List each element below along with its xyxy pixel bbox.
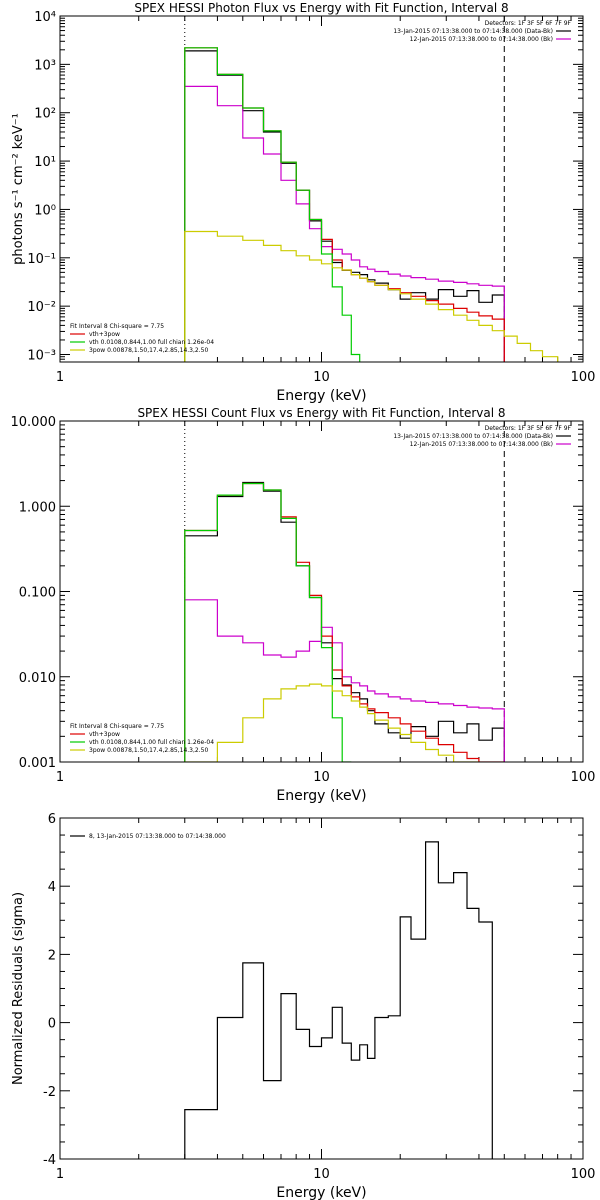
legend-label: 8, 13-Jan-2015 07:13:38.000 to 07:14:38.…	[89, 833, 226, 840]
series-line-4	[184, 47, 361, 362]
y-tick-label: 10.000	[11, 415, 57, 430]
y-tick-label: 0	[48, 1017, 56, 1032]
x-tick-label: 1	[56, 1167, 64, 1182]
series-group	[184, 481, 505, 762]
x-tick-label: 10	[313, 1167, 330, 1182]
y-tick-label: 2	[48, 948, 56, 963]
plot-frame	[59, 817, 584, 1160]
y-axis: 10⁻³ 10⁻² 10⁻¹ 10⁰ 10¹ 10² 10³ 10⁴	[27, 10, 583, 364]
series-line-2	[184, 85, 505, 362]
x-tick-label: 1	[56, 370, 64, 385]
x-tick-label: 1	[56, 770, 64, 785]
y-tick-label: 10⁻²	[27, 300, 56, 315]
legend-label: vth+3pow	[89, 731, 120, 738]
y-axis: 0.001 0.010 0.100 1.000 10.000	[11, 415, 583, 771]
y-tick-label: 4	[48, 880, 56, 895]
y-tick-label: 6	[48, 812, 56, 827]
series-group	[184, 841, 493, 1159]
chart-title: SPEX HESSI Count Flux vs Energy with Fit…	[137, 406, 505, 420]
x-axis-label: Energy (keV)	[276, 788, 366, 804]
legend-label: vth 0.0108,0.844,1.00 full chian 1.26e-0…	[89, 739, 214, 746]
x-axis-label: Energy (keV)	[276, 388, 366, 404]
legend-label: Fit Interval 8 Chi-square = 7.75	[70, 723, 164, 730]
x-tick-label: 10	[313, 370, 330, 385]
y-tick-label: 0.010	[19, 671, 56, 686]
x-axis: 1 10 100	[56, 818, 596, 1182]
y-tick-label: 10⁰	[34, 203, 56, 218]
x-tick-label: 100	[571, 370, 596, 385]
x-tick-label: 100	[571, 770, 596, 785]
series-line-4	[184, 482, 352, 762]
header-info-text: 12-Jan-2015 07:13:38.000 to 07:14:38.000…	[410, 36, 553, 43]
series-line-1	[184, 481, 505, 762]
series-line-5	[184, 683, 479, 762]
y-axis: -4 -2 0 2 4 6	[43, 812, 583, 1168]
legend-label: vth+3pow	[89, 331, 120, 338]
y-tick-label: 10³	[34, 58, 56, 73]
header-info-text: 12-Jan-2015 07:13:38.000 to 07:14:38.000…	[410, 441, 553, 448]
x-tick-label: 100	[571, 1167, 596, 1182]
y-tick-label: 0.001	[19, 756, 56, 771]
series-line-2	[184, 599, 505, 762]
y-tick-label: 1.000	[19, 500, 56, 515]
x-axis-label: Energy (keV)	[276, 1185, 366, 1200]
series-group	[184, 47, 559, 362]
x-axis: 1 10 100	[56, 421, 596, 785]
header-info-text: Detectors: 1F 3F 5F 6F 7F 9F	[485, 20, 572, 27]
y-tick-label: 0.100	[19, 586, 56, 601]
y-axis-label: photons s⁻¹ cm⁻² keV⁻¹	[11, 113, 26, 265]
y-tick-label: -4	[43, 1153, 56, 1168]
y-axis-label: Normalized Residuals (sigma)	[11, 892, 26, 1085]
chart-title: SPEX HESSI Photon Flux vs Energy with Fi…	[134, 1, 508, 15]
plot-frame	[59, 15, 584, 363]
header-info-text: 13-Jan-2015 07:13:38.000 to 07:14:38.000…	[393, 28, 553, 35]
y-tick-label: 10²	[34, 107, 56, 122]
series-line-1	[184, 50, 505, 362]
legend-label: vth 0.0108,0.844,1.00 full chian 1.26e-0…	[89, 339, 214, 346]
legend-label: Fit Interval 8 Chi-square = 7.75	[70, 323, 164, 330]
x-tick-label: 10	[313, 770, 330, 785]
series-line-3	[184, 482, 505, 762]
y-tick-label: 10⁻¹	[27, 252, 56, 267]
series-line-1	[184, 841, 493, 1159]
plot-frame	[59, 420, 584, 763]
y-tick-label: 10¹	[34, 155, 56, 170]
header-info-text: 13-Jan-2015 07:13:38.000 to 07:14:38.000…	[393, 433, 553, 440]
y-tick-label: -2	[43, 1085, 56, 1100]
legend-label: 3pow 0.00878,1.50,17.4,2.85,14.3,2.50	[89, 347, 208, 354]
series-line-5	[184, 230, 559, 362]
header-info-text: Detectors: 1F 3F 5F 6F 7F 9F	[485, 425, 572, 432]
chart-panel-3: 1 10 100 Energy (keV) -4 -2 0 2 4 6 Normalized Res…	[11, 812, 595, 1200]
y-tick-label: 10⁴	[34, 10, 56, 25]
y-tick-label: 10⁻³	[27, 349, 56, 364]
legend-label: 3pow 0.00878,1.50,17.4,2.85,14.3,2.50	[89, 747, 208, 754]
chart-panel-2: SPEX HESSI Count Flux vs Energy with Fit…	[11, 406, 596, 804]
chart-panel-1: SPEX HESSI Photon Flux vs Energy with Fi…	[11, 1, 595, 404]
